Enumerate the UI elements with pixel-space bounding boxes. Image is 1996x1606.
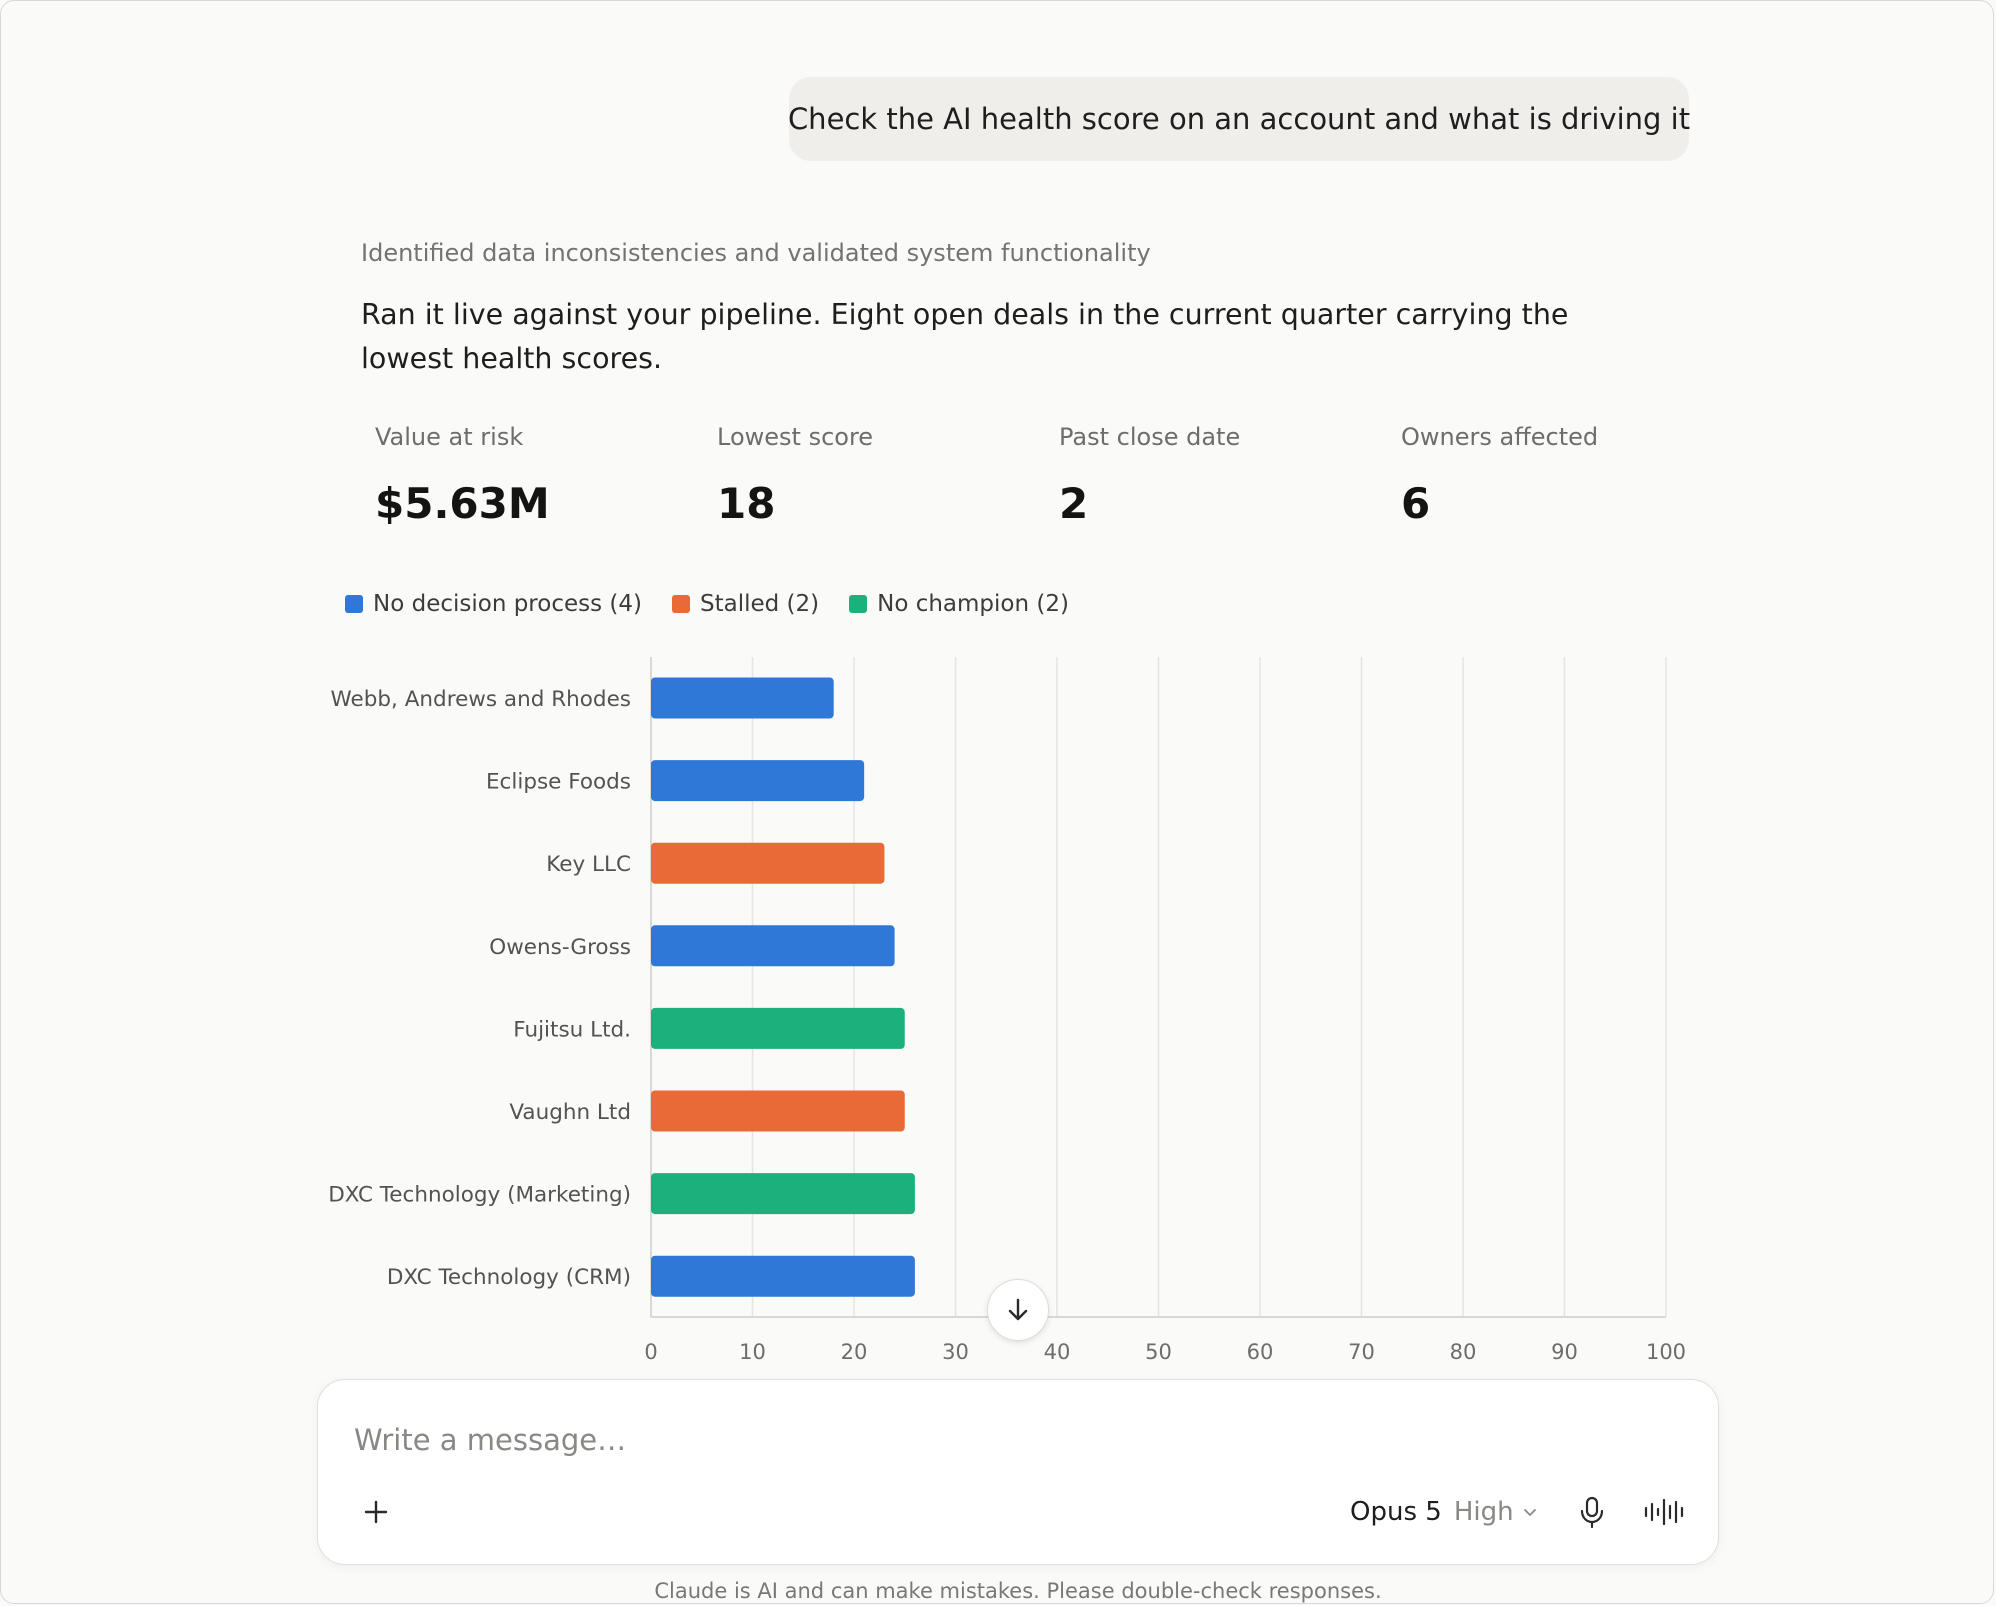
x-tick-label: 40 bbox=[1044, 1340, 1071, 1364]
stat-past-close-date: Past close date 2 bbox=[1059, 423, 1240, 528]
dictation-button[interactable] bbox=[1572, 1492, 1612, 1532]
y-category-label: Eclipse Foods bbox=[486, 770, 631, 795]
bar bbox=[651, 925, 895, 967]
bar bbox=[651, 1255, 915, 1297]
legend-swatch bbox=[849, 595, 868, 613]
x-tick-label: 100 bbox=[1646, 1340, 1686, 1364]
y-category-label: Vaughn Ltd bbox=[509, 1100, 631, 1125]
voice-mode-button[interactable] bbox=[1640, 1492, 1688, 1532]
x-tick-label: 80 bbox=[1450, 1340, 1477, 1364]
stat-value: 2 bbox=[1059, 479, 1089, 528]
x-tick-label: 70 bbox=[1348, 1340, 1375, 1364]
arrow-down-icon bbox=[1008, 1298, 1028, 1321]
microphone-icon bbox=[1580, 1496, 1604, 1529]
x-tick-label: 0 bbox=[644, 1340, 657, 1364]
health-score-bar-chart: 0 10 20 30 40 50 60 70 80 90 100 Webb, Andrews and … bbox=[328, 657, 1686, 1364]
stat-label: Owners affected bbox=[1401, 423, 1599, 451]
model-name: Opus 5 bbox=[1350, 1497, 1442, 1527]
y-category-label: Webb, Andrews and Rhodes bbox=[331, 687, 631, 712]
stat-owners-affected: Owners affected 6 bbox=[1401, 423, 1598, 528]
user-message-bubble: Check the AI health score on an account … bbox=[787, 77, 1691, 161]
stat-value-at-risk: Value at risk $5.63M bbox=[375, 423, 550, 528]
legend-swatch bbox=[671, 595, 690, 613]
legend-item-no-decision-process: No decision process (4) bbox=[345, 591, 642, 617]
legend-label: Stalled (2) bbox=[699, 591, 820, 617]
x-tick-label: 60 bbox=[1247, 1340, 1274, 1364]
scroll-to-bottom-button[interactable] bbox=[987, 1279, 1049, 1341]
assistant-reply-text: Ran it live against your pipeline. Eight… bbox=[361, 298, 1569, 375]
y-category-label: Key LLC bbox=[546, 852, 631, 877]
bar bbox=[651, 842, 885, 884]
legend-label: No decision process (4) bbox=[373, 591, 642, 617]
message-input[interactable] bbox=[354, 1420, 1254, 1460]
thinking-status-summary[interactable]: Identified data inconsistencies and vali… bbox=[361, 239, 1151, 267]
add-attachment-button[interactable] bbox=[356, 1492, 396, 1532]
plus-icon bbox=[364, 1500, 388, 1524]
legend-item-stalled: Stalled (2) bbox=[671, 591, 820, 617]
stat-label: Past close date bbox=[1059, 423, 1241, 451]
x-tick-label: 10 bbox=[739, 1340, 766, 1364]
user-message-text: Check the AI health score on an account … bbox=[787, 102, 1691, 136]
chart-legend: No decision process (4) Stalled (2) No c… bbox=[345, 591, 1099, 617]
y-category-label: Fujitsu Ltd. bbox=[513, 1017, 631, 1042]
legend-label: No champion (2) bbox=[877, 591, 1069, 617]
x-tick-label: 90 bbox=[1551, 1340, 1578, 1364]
bar bbox=[651, 677, 834, 719]
bar bbox=[651, 1090, 905, 1132]
y-category-label: Owens-Gross bbox=[489, 935, 631, 960]
y-category-label: DXC Technology (CRM) bbox=[387, 1265, 631, 1290]
legend-swatch bbox=[345, 595, 363, 613]
chevron-down-icon bbox=[1522, 1504, 1538, 1520]
model-selector[interactable]: Opus 5 High bbox=[1350, 1494, 1538, 1530]
bar bbox=[651, 760, 865, 802]
stat-label: Value at risk bbox=[375, 423, 524, 451]
y-category-label: DXC Technology (Marketing) bbox=[328, 1183, 631, 1208]
x-tick-label: 20 bbox=[841, 1340, 868, 1364]
bar bbox=[651, 1007, 905, 1049]
x-tick-label: 50 bbox=[1145, 1340, 1172, 1364]
bar bbox=[651, 1173, 915, 1215]
stat-value: $5.63M bbox=[375, 479, 550, 528]
x-tick-label: 30 bbox=[942, 1340, 969, 1364]
model-effort: High bbox=[1453, 1497, 1514, 1527]
stat-lowest-score: Lowest score 18 bbox=[717, 423, 873, 528]
legend-item-no-champion: No champion (2) bbox=[849, 591, 1069, 617]
message-composer: Opus 5 High bbox=[317, 1379, 1719, 1565]
stat-value: 6 bbox=[1401, 479, 1431, 528]
stat-label: Lowest score bbox=[717, 423, 874, 451]
disclaimer-text: Claude is AI and can make mistakes. Plea… bbox=[654, 1579, 1382, 1603]
stat-value: 18 bbox=[717, 479, 776, 528]
voice-waveform-icon bbox=[1644, 1498, 1684, 1526]
